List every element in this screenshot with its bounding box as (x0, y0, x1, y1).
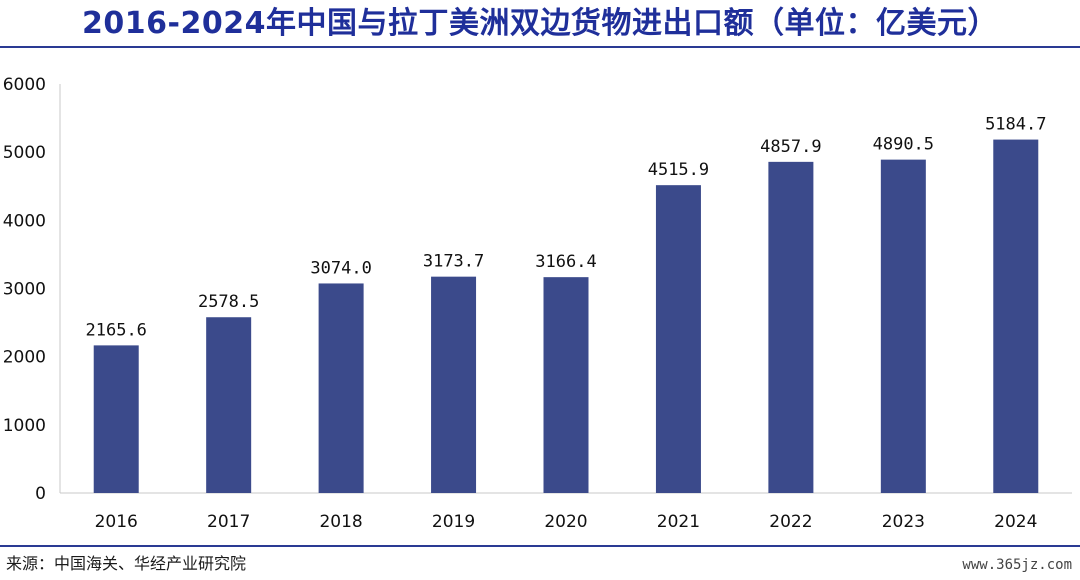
y-tick-label: 2000 (3, 348, 46, 368)
chart-title: 2016-2024年中国与拉丁美洲双边货物进出口额（单位：亿美元） (82, 6, 998, 41)
bar-2022 (768, 161, 814, 493)
x-tick-label-2016: 2016 (95, 512, 138, 532)
y-axis: 0 1000 2000 3000 4000 5000 6000 (3, 75, 61, 504)
x-tick-label-2020: 2020 (544, 512, 587, 532)
x-tick-label-2023: 2023 (882, 512, 925, 532)
footer-divider (0, 545, 1080, 547)
y-tick-label: 5000 (3, 143, 46, 163)
x-tick-label-2017: 2017 (207, 512, 250, 532)
bar-2016 (93, 345, 139, 493)
title-divider (0, 46, 1080, 48)
bar-2017 (206, 317, 252, 493)
data-label-2023: 4890.5 (873, 135, 934, 155)
data-label-2016: 2165.6 (86, 320, 147, 340)
data-label-group: 2165.6 2578.5 3074.0 3173.7 3166.4 4515.9 4857… (86, 115, 1047, 341)
bar-2023 (880, 159, 926, 493)
data-label-2018: 3074.0 (310, 258, 371, 278)
data-label-2024: 5184.7 (985, 115, 1046, 135)
data-label-2017: 2578.5 (198, 292, 259, 312)
watermark: www.365jz.com (962, 557, 1072, 573)
data-label-2022: 4857.9 (760, 137, 821, 157)
data-label-2019: 3173.7 (423, 252, 484, 272)
data-label-2020: 3166.4 (535, 252, 596, 272)
bar-2021 (655, 185, 701, 494)
y-tick-label: 1000 (3, 416, 46, 436)
y-tick-label: 4000 (3, 211, 46, 231)
y-tick-label: 3000 (3, 280, 46, 300)
x-tick-label-2022: 2022 (769, 512, 812, 532)
x-tick-label-2019: 2019 (432, 512, 475, 532)
y-tick-label: 6000 (3, 75, 46, 95)
x-tick-label-2024: 2024 (994, 512, 1037, 532)
x-tick-label-2021: 2021 (657, 512, 700, 532)
source-note: 来源：中国海关、华经产业研究院 (6, 554, 247, 573)
data-label-2021: 4515.9 (648, 160, 709, 180)
bar-2024 (993, 139, 1039, 493)
bar-2019 (431, 276, 477, 493)
x-axis: 2016 2017 2018 2019 2020 2021 2022 2023 2024 (60, 492, 1072, 532)
bar-2020 (543, 277, 589, 493)
y-tick-label: 0 (35, 484, 46, 504)
x-tick-label-2018: 2018 (319, 512, 362, 532)
bar-series (93, 139, 1039, 494)
bar-2018 (318, 283, 364, 493)
